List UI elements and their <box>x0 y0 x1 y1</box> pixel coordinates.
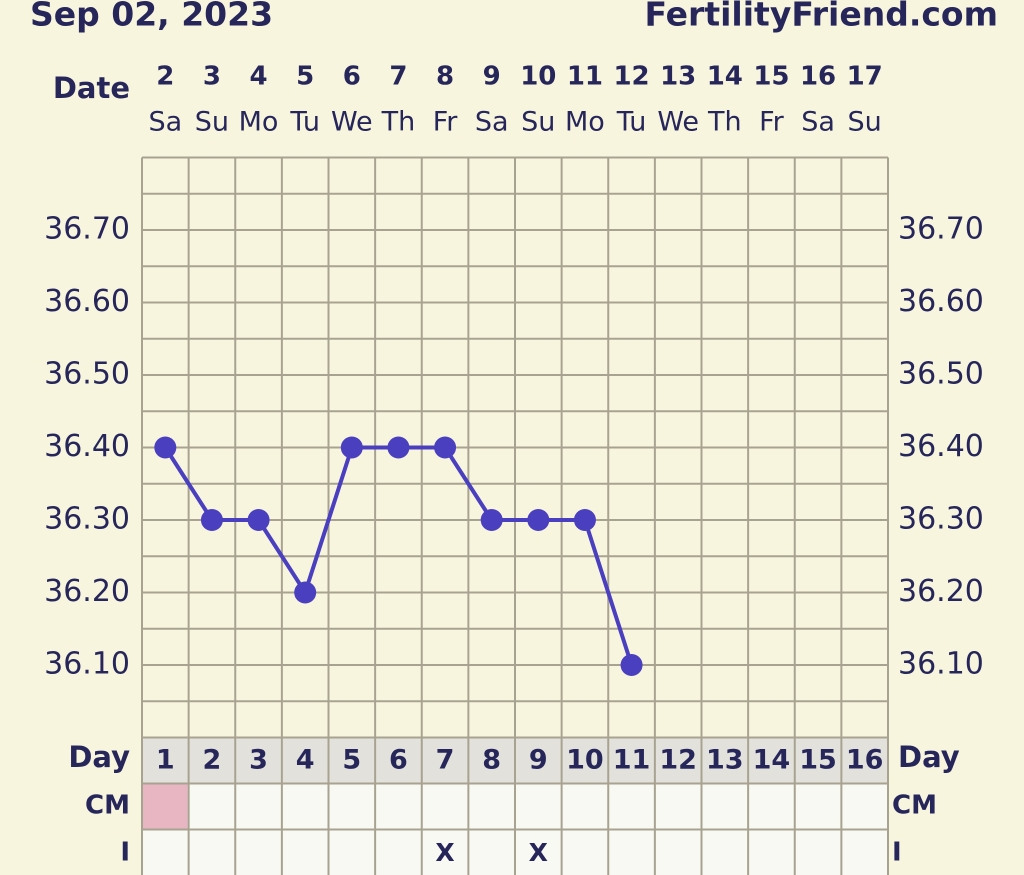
cycle-day: 11 <box>613 745 651 776</box>
temperature-point <box>154 436 177 459</box>
temperature-point <box>247 509 270 531</box>
cycle-day: 13 <box>706 745 744 776</box>
date-label: Date <box>53 71 130 105</box>
y-tick-label: 36.20 <box>44 574 130 609</box>
y-tick-label-right: 36.50 <box>898 357 984 392</box>
date-label: 6 <box>343 62 361 92</box>
y-tick-label-right: 36.30 <box>898 502 984 537</box>
y-tick-label-right: 36.20 <box>898 574 984 609</box>
date-label: 15 <box>753 62 789 92</box>
intercourse-mark: X <box>529 838 548 867</box>
temperature-point <box>294 581 317 604</box>
weekday-label: Sa <box>475 107 509 138</box>
weekday-label: Sa <box>148 107 182 138</box>
cycle-day: 12 <box>659 745 697 776</box>
cycle-day: 10 <box>566 745 604 776</box>
weekday-label: Fr <box>433 107 459 138</box>
weekday-label: We <box>657 107 699 138</box>
cm-label: CM <box>85 791 130 821</box>
i-label: I <box>120 838 130 868</box>
cycle-day: 14 <box>753 745 791 776</box>
day-label: Day <box>68 740 130 774</box>
cycle-day: 3 <box>249 745 268 776</box>
chart-title: Sep 02, 2023 <box>30 0 273 34</box>
temperature-point <box>620 654 643 676</box>
weekday-label: We <box>331 107 373 138</box>
weekday-label: Su <box>195 107 229 138</box>
cycle-day: 2 <box>203 745 222 776</box>
day-label-right: Day <box>898 740 960 774</box>
date-label: 9 <box>483 62 501 92</box>
cycle-day: 8 <box>482 745 501 776</box>
y-tick-label: 36.30 <box>44 502 130 537</box>
cycle-day: 5 <box>342 745 361 776</box>
weekday-label: Su <box>848 107 882 138</box>
cm-label-right: CM <box>892 791 937 821</box>
date-label: 4 <box>250 62 268 92</box>
cycle-day: 1 <box>156 745 175 776</box>
weekday-label: Su <box>521 107 555 138</box>
i-label-right: I <box>892 838 902 868</box>
date-label: 5 <box>296 62 314 92</box>
y-tick-label: 36.60 <box>44 284 130 319</box>
temperature-point <box>387 436 410 459</box>
date-label: 16 <box>800 62 836 92</box>
temperature-point <box>573 509 596 531</box>
cycle-day: 9 <box>529 745 548 776</box>
date-label: 17 <box>847 62 883 92</box>
temperature-point <box>480 509 503 531</box>
y-tick-label-right: 36.40 <box>898 429 984 464</box>
weekday-label: Mo <box>565 107 605 138</box>
y-tick-label: 36.40 <box>44 429 130 464</box>
y-tick-label: 36.50 <box>44 357 130 392</box>
date-label: 11 <box>567 62 603 92</box>
y-tick-label-right: 36.60 <box>898 284 984 319</box>
date-label: 8 <box>436 62 454 92</box>
y-tick-label: 36.10 <box>44 647 130 682</box>
weekday-label: Mo <box>239 107 279 138</box>
date-label: 3 <box>203 62 221 92</box>
temperature-point <box>434 436 457 459</box>
cycle-day: 16 <box>846 745 884 776</box>
weekday-label: Tu <box>616 107 647 138</box>
y-tick-label-right: 36.10 <box>898 647 984 682</box>
cycle-day: 6 <box>389 745 408 776</box>
date-label: 7 <box>389 62 407 92</box>
date-label: 10 <box>520 62 556 92</box>
weekday-label: Sa <box>801 107 835 138</box>
temperature-point <box>200 509 223 531</box>
weekday-label: Th <box>707 107 742 138</box>
cycle-day: 15 <box>799 745 837 776</box>
site-name: FertilityFriend.com <box>644 0 998 34</box>
cm-cell <box>143 784 188 829</box>
cycle-day: 4 <box>296 745 315 776</box>
date-label: 12 <box>613 62 649 92</box>
y-tick-label-right: 36.70 <box>898 212 984 247</box>
y-tick-label: 36.70 <box>44 212 130 247</box>
temperature-point <box>527 509 550 531</box>
date-label: 13 <box>660 62 696 92</box>
weekday-label: Fr <box>759 107 785 138</box>
weekday-label: Tu <box>289 107 320 138</box>
temperature-point <box>340 436 363 459</box>
intercourse-mark: X <box>435 838 454 867</box>
cycle-day: 7 <box>436 745 455 776</box>
date-label: 14 <box>707 62 743 92</box>
weekday-label: Th <box>381 107 416 138</box>
date-label: 2 <box>156 62 174 92</box>
